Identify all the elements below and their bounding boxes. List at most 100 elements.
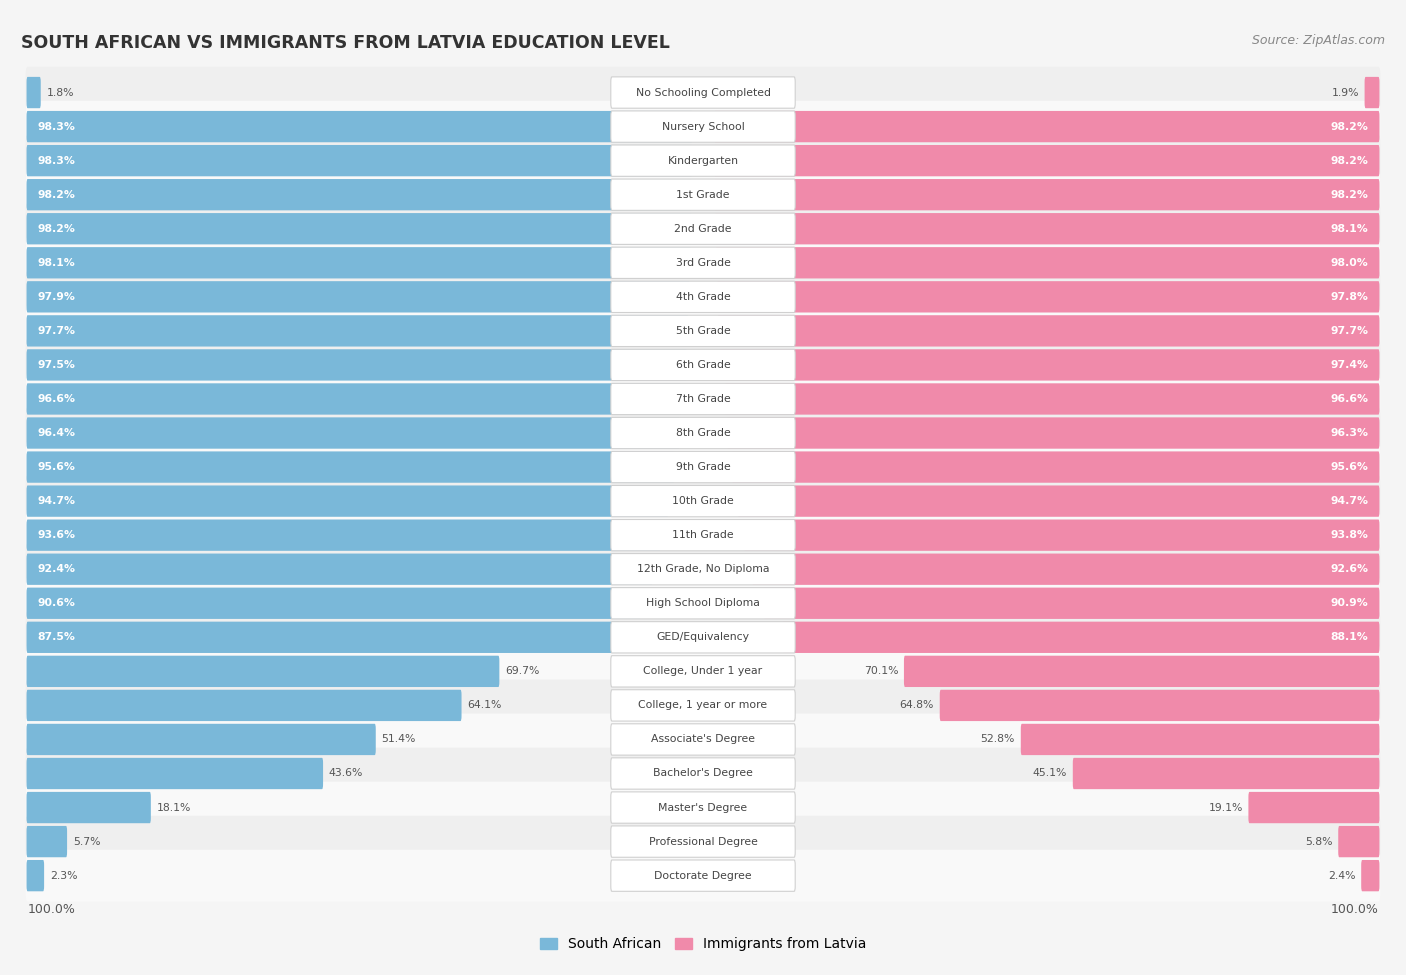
Text: 90.6%: 90.6% xyxy=(38,599,76,608)
FancyBboxPatch shape xyxy=(610,111,796,142)
FancyBboxPatch shape xyxy=(714,145,1379,176)
FancyBboxPatch shape xyxy=(714,111,1379,142)
FancyBboxPatch shape xyxy=(727,417,1379,449)
Text: 3rd Grade: 3rd Grade xyxy=(675,257,731,268)
FancyBboxPatch shape xyxy=(610,486,796,517)
Text: 98.2%: 98.2% xyxy=(38,223,76,234)
Text: Associate's Degree: Associate's Degree xyxy=(651,734,755,745)
FancyBboxPatch shape xyxy=(27,520,661,551)
FancyBboxPatch shape xyxy=(610,349,796,380)
Text: 2nd Grade: 2nd Grade xyxy=(675,223,731,234)
Text: 97.7%: 97.7% xyxy=(1330,326,1368,335)
Text: 45.1%: 45.1% xyxy=(1032,768,1067,778)
Text: 5th Grade: 5th Grade xyxy=(676,326,730,335)
Text: 100.0%: 100.0% xyxy=(1330,903,1378,916)
FancyBboxPatch shape xyxy=(25,748,1381,800)
FancyBboxPatch shape xyxy=(27,247,692,279)
FancyBboxPatch shape xyxy=(27,179,692,211)
Text: 2.3%: 2.3% xyxy=(49,871,77,880)
Text: College, 1 year or more: College, 1 year or more xyxy=(638,700,768,711)
Text: Source: ZipAtlas.com: Source: ZipAtlas.com xyxy=(1251,34,1385,47)
Text: College, Under 1 year: College, Under 1 year xyxy=(644,666,762,677)
FancyBboxPatch shape xyxy=(717,315,1379,346)
FancyBboxPatch shape xyxy=(610,315,796,346)
FancyBboxPatch shape xyxy=(904,656,1379,687)
Text: 9th Grade: 9th Grade xyxy=(676,462,730,472)
FancyBboxPatch shape xyxy=(25,782,1381,834)
FancyBboxPatch shape xyxy=(752,554,1379,585)
FancyBboxPatch shape xyxy=(25,271,1381,323)
FancyBboxPatch shape xyxy=(27,486,668,517)
Text: High School Diploma: High School Diploma xyxy=(647,599,759,608)
FancyBboxPatch shape xyxy=(25,850,1381,902)
FancyBboxPatch shape xyxy=(610,826,796,857)
FancyBboxPatch shape xyxy=(27,758,323,789)
FancyBboxPatch shape xyxy=(27,554,652,585)
Text: 92.6%: 92.6% xyxy=(1330,565,1368,574)
FancyBboxPatch shape xyxy=(25,680,1381,731)
FancyBboxPatch shape xyxy=(731,451,1379,483)
FancyBboxPatch shape xyxy=(725,383,1379,414)
FancyBboxPatch shape xyxy=(610,383,796,414)
FancyBboxPatch shape xyxy=(610,214,796,245)
Text: 18.1%: 18.1% xyxy=(156,802,191,812)
Text: 97.8%: 97.8% xyxy=(1330,292,1368,302)
FancyBboxPatch shape xyxy=(27,723,375,755)
FancyBboxPatch shape xyxy=(27,451,675,483)
FancyBboxPatch shape xyxy=(610,179,796,211)
Text: 92.4%: 92.4% xyxy=(38,565,76,574)
FancyBboxPatch shape xyxy=(25,373,1381,425)
Text: 94.7%: 94.7% xyxy=(1330,496,1368,506)
FancyBboxPatch shape xyxy=(25,475,1381,527)
FancyBboxPatch shape xyxy=(744,520,1379,551)
FancyBboxPatch shape xyxy=(25,611,1381,663)
Text: 1.9%: 1.9% xyxy=(1331,88,1358,98)
Text: GED/Equivalency: GED/Equivalency xyxy=(657,633,749,643)
FancyBboxPatch shape xyxy=(610,451,796,483)
Text: 98.0%: 98.0% xyxy=(1330,257,1368,268)
FancyBboxPatch shape xyxy=(25,408,1381,459)
FancyBboxPatch shape xyxy=(720,349,1379,380)
FancyBboxPatch shape xyxy=(27,111,693,142)
Text: 94.7%: 94.7% xyxy=(38,496,76,506)
FancyBboxPatch shape xyxy=(610,247,796,279)
FancyBboxPatch shape xyxy=(25,135,1381,186)
FancyBboxPatch shape xyxy=(714,179,1379,211)
Text: 70.1%: 70.1% xyxy=(863,666,898,677)
FancyBboxPatch shape xyxy=(27,588,641,619)
FancyBboxPatch shape xyxy=(25,169,1381,220)
Text: 98.2%: 98.2% xyxy=(1330,190,1368,200)
Text: 98.3%: 98.3% xyxy=(38,156,76,166)
FancyBboxPatch shape xyxy=(25,442,1381,493)
Text: 1.8%: 1.8% xyxy=(46,88,75,98)
FancyBboxPatch shape xyxy=(25,100,1381,152)
FancyBboxPatch shape xyxy=(717,281,1379,313)
Text: 96.6%: 96.6% xyxy=(1330,394,1368,404)
Text: 11th Grade: 11th Grade xyxy=(672,530,734,540)
Text: 98.2%: 98.2% xyxy=(38,190,76,200)
Text: 88.1%: 88.1% xyxy=(1330,633,1368,643)
FancyBboxPatch shape xyxy=(27,860,44,891)
Text: 98.1%: 98.1% xyxy=(38,257,76,268)
FancyBboxPatch shape xyxy=(27,826,67,857)
Text: 96.4%: 96.4% xyxy=(38,428,76,438)
FancyBboxPatch shape xyxy=(1021,723,1379,755)
FancyBboxPatch shape xyxy=(763,588,1379,619)
FancyBboxPatch shape xyxy=(25,66,1381,118)
FancyBboxPatch shape xyxy=(25,645,1381,697)
FancyBboxPatch shape xyxy=(610,77,796,108)
Text: 98.3%: 98.3% xyxy=(38,122,76,132)
Text: Professional Degree: Professional Degree xyxy=(648,837,758,846)
Text: 98.2%: 98.2% xyxy=(1330,122,1368,132)
FancyBboxPatch shape xyxy=(610,656,796,687)
FancyBboxPatch shape xyxy=(27,792,150,823)
FancyBboxPatch shape xyxy=(738,486,1379,517)
FancyBboxPatch shape xyxy=(25,577,1381,629)
Text: 90.9%: 90.9% xyxy=(1330,599,1368,608)
FancyBboxPatch shape xyxy=(27,622,620,653)
Text: 1st Grade: 1st Grade xyxy=(676,190,730,200)
FancyBboxPatch shape xyxy=(610,588,796,619)
Text: 97.9%: 97.9% xyxy=(38,292,76,302)
FancyBboxPatch shape xyxy=(610,622,796,653)
FancyBboxPatch shape xyxy=(610,723,796,755)
